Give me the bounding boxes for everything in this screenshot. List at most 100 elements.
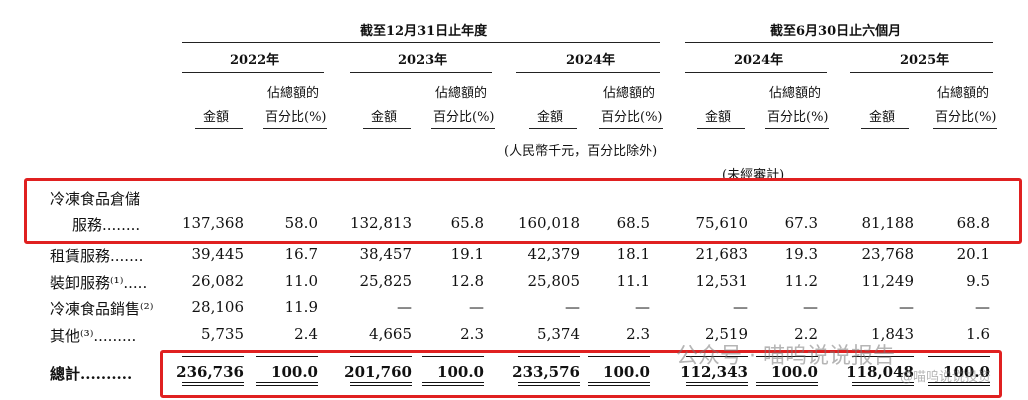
total-double-rule xyxy=(422,385,484,386)
subheader-rule xyxy=(933,128,997,129)
amount-subheader: 金額 xyxy=(537,110,564,125)
total-double-rule xyxy=(256,385,318,386)
table-cell: 4,665 xyxy=(369,325,412,343)
table-cell: 75,610 xyxy=(695,214,749,232)
subheader-rule xyxy=(765,128,829,129)
table-cell: 19.1 xyxy=(450,245,484,263)
year-header-2024-h1: 2024年 xyxy=(734,53,784,68)
year-rule xyxy=(685,72,827,73)
table-cell: 67.3 xyxy=(784,214,818,232)
row-label-leasing: 租賃服務....... xyxy=(50,247,144,265)
table-cell: 2.2 xyxy=(794,325,818,343)
table-cell: 100.0 xyxy=(437,363,484,381)
table-cell: 23,768 xyxy=(861,245,915,263)
table-cell: — xyxy=(975,298,990,316)
total-double-rule xyxy=(852,382,914,383)
table-cell: 2.3 xyxy=(626,325,650,343)
total-double-rule xyxy=(588,382,650,383)
table-cell: 5,735 xyxy=(201,325,244,343)
table-cell: 236,736 xyxy=(176,363,244,381)
table-cell: 2.3 xyxy=(460,325,484,343)
total-top-rule xyxy=(182,356,244,357)
table-cell: 2.4 xyxy=(294,325,318,343)
total-top-rule xyxy=(588,356,650,357)
table-cell: 100.0 xyxy=(771,363,818,381)
total-top-rule xyxy=(928,356,990,357)
table-cell: 21,683 xyxy=(695,245,749,263)
subheader-rule xyxy=(529,128,577,129)
table-cell: 26,082 xyxy=(191,272,245,290)
watermark-text: 公众号 · 喵呜说说报告 xyxy=(676,344,895,369)
table-cell: 68.8 xyxy=(956,214,990,232)
table-cell: 11.9 xyxy=(284,298,318,316)
table-cell: 160,018 xyxy=(517,214,580,232)
table-cell: 100.0 xyxy=(943,363,990,381)
table-cell: 25,805 xyxy=(527,272,581,290)
total-double-rule xyxy=(518,382,580,383)
year-header-2022: 2022年 xyxy=(230,53,280,68)
table-cell: 58.0 xyxy=(284,214,318,232)
pct-subheader-line2: 百分比(%) xyxy=(265,110,327,125)
row-label-frozen-storage-line1: 冷凍食品倉儲 xyxy=(50,190,141,208)
total-top-rule xyxy=(350,356,412,357)
total-top-rule xyxy=(852,356,914,357)
total-double-rule xyxy=(686,382,748,383)
table-cell: 132,813 xyxy=(349,214,412,232)
table-cell: 201,760 xyxy=(344,363,412,381)
amount-subheader: 金額 xyxy=(869,110,896,125)
total-double-rule xyxy=(350,382,412,383)
total-double-rule xyxy=(422,382,484,383)
highlight-box-total-row xyxy=(160,350,1002,398)
total-double-rule xyxy=(928,385,990,386)
table-cell: — xyxy=(565,298,580,316)
table-cell: 68.5 xyxy=(616,214,650,232)
table-cell: 100.0 xyxy=(271,363,318,381)
table-cell: 233,576 xyxy=(512,363,580,381)
pct-subheader-line1: 佔總額的 xyxy=(267,86,320,101)
table-cell: 25,825 xyxy=(359,272,413,290)
amount-subheader: 金額 xyxy=(203,110,230,125)
amount-subheader: 金額 xyxy=(371,110,398,125)
total-top-rule xyxy=(256,356,318,357)
table-cell: 5,374 xyxy=(537,325,580,343)
table-cell: 1.6 xyxy=(966,325,990,343)
table-cell: 81,188 xyxy=(861,214,915,232)
table-cell: 9.5 xyxy=(966,272,990,290)
year-header-2023: 2023年 xyxy=(398,53,448,68)
total-double-rule xyxy=(588,385,650,386)
table-cell: 12.8 xyxy=(450,272,484,290)
table-cell: 100.0 xyxy=(603,363,650,381)
total-double-rule xyxy=(756,382,818,383)
annual-group-rule xyxy=(182,42,660,43)
total-double-rule xyxy=(182,385,244,386)
table-cell: 38,457 xyxy=(359,245,413,263)
pct-subheader-line2: 百分比(%) xyxy=(767,110,829,125)
pct-subheader-line1: 佔總額的 xyxy=(937,86,990,101)
subheader-rule xyxy=(363,128,411,129)
subheader-rule xyxy=(195,128,243,129)
subheader-rule xyxy=(431,128,495,129)
table-cell: 65.8 xyxy=(450,214,484,232)
pct-subheader-line2: 百分比(%) xyxy=(433,110,495,125)
subheader-rule xyxy=(697,128,745,129)
row-label-others: 其他⁽³⁾......... xyxy=(50,327,137,345)
table-cell: — xyxy=(397,298,412,316)
total-double-rule xyxy=(756,385,818,386)
subheader-rule xyxy=(861,128,909,129)
table-cell: 18.1 xyxy=(616,245,650,263)
total-double-rule xyxy=(518,385,580,386)
pct-subheader-line2: 百分比(%) xyxy=(935,110,997,125)
table-cell: 11,249 xyxy=(861,272,915,290)
total-top-rule xyxy=(422,356,484,357)
row-label-total: 總計.......... xyxy=(50,365,133,383)
table-cell: 28,106 xyxy=(191,298,245,316)
total-double-rule xyxy=(350,385,412,386)
total-double-rule xyxy=(686,385,748,386)
pct-subheader-line1: 佔總額的 xyxy=(435,86,488,101)
table-cell: 2,519 xyxy=(705,325,748,343)
amount-subheader: 金額 xyxy=(705,110,732,125)
pct-subheader-line1: 佔總額的 xyxy=(769,86,822,101)
total-double-rule xyxy=(256,382,318,383)
total-top-rule xyxy=(756,356,818,357)
year-rule xyxy=(182,72,324,73)
